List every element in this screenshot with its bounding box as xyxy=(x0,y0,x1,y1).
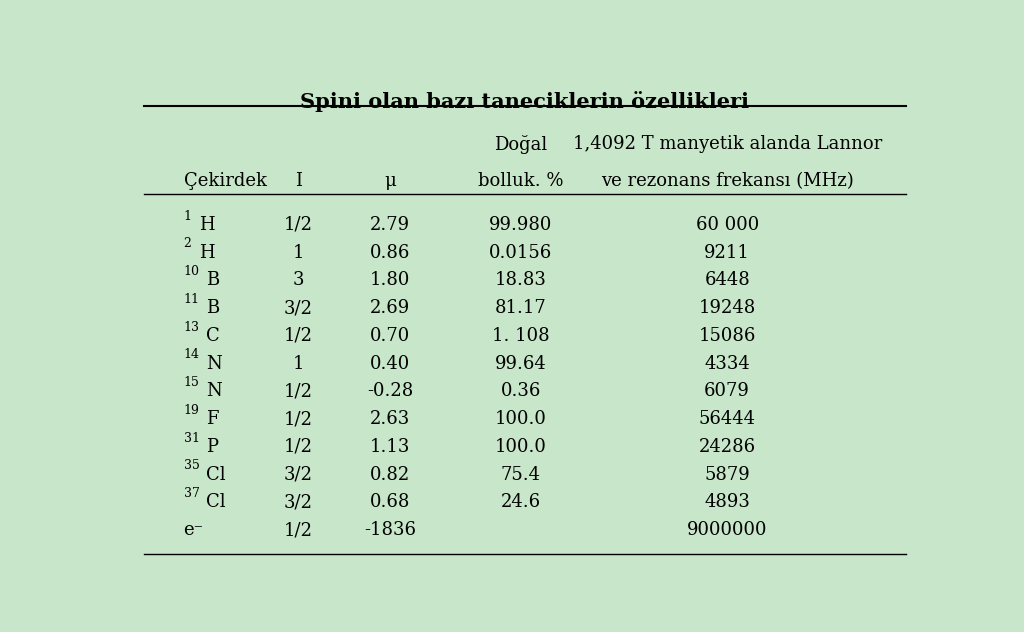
Text: H: H xyxy=(199,216,214,234)
Text: Çekirdek: Çekirdek xyxy=(183,172,266,190)
Text: 19248: 19248 xyxy=(698,299,756,317)
Text: 100.0: 100.0 xyxy=(495,410,547,428)
Text: H: H xyxy=(199,244,214,262)
Text: 10: 10 xyxy=(183,265,200,278)
Text: 0.68: 0.68 xyxy=(370,494,410,511)
Text: 99.980: 99.980 xyxy=(489,216,553,234)
Text: 15086: 15086 xyxy=(698,327,756,345)
Text: 1.13: 1.13 xyxy=(370,438,410,456)
Text: 24.6: 24.6 xyxy=(501,494,541,511)
Text: 1: 1 xyxy=(183,210,191,222)
Text: 9211: 9211 xyxy=(705,244,751,262)
Text: 1/2: 1/2 xyxy=(284,327,313,345)
Text: Cl: Cl xyxy=(206,466,225,483)
Text: 24286: 24286 xyxy=(698,438,756,456)
Text: 5879: 5879 xyxy=(705,466,750,483)
Text: 0.0156: 0.0156 xyxy=(489,244,553,262)
Text: ve rezonans frekansı (MHz): ve rezonans frekansı (MHz) xyxy=(601,172,854,190)
Text: N: N xyxy=(206,355,221,373)
Text: 1. 108: 1. 108 xyxy=(492,327,550,345)
Text: 1/2: 1/2 xyxy=(284,382,313,401)
Text: 1/2: 1/2 xyxy=(284,410,313,428)
Text: P: P xyxy=(206,438,218,456)
Text: 2.63: 2.63 xyxy=(370,410,410,428)
Text: 3: 3 xyxy=(293,272,304,289)
Text: 99.64: 99.64 xyxy=(495,355,547,373)
Text: Spini olan bazı taneciklerin özellikleri: Spini olan bazı taneciklerin özellikleri xyxy=(300,92,750,112)
Text: B: B xyxy=(206,272,219,289)
Text: 19: 19 xyxy=(183,404,200,417)
Text: 2.69: 2.69 xyxy=(370,299,410,317)
Text: 0.36: 0.36 xyxy=(501,382,541,401)
Text: μ: μ xyxy=(384,172,395,190)
Text: 0.86: 0.86 xyxy=(370,244,410,262)
Text: 0.70: 0.70 xyxy=(370,327,410,345)
Text: 0.82: 0.82 xyxy=(370,466,410,483)
Text: bolluk. %: bolluk. % xyxy=(478,172,563,190)
Text: 37: 37 xyxy=(183,487,200,500)
Text: 11: 11 xyxy=(183,293,200,306)
Text: 1/2: 1/2 xyxy=(284,521,313,539)
Text: 13: 13 xyxy=(183,320,200,334)
Text: 4893: 4893 xyxy=(705,494,751,511)
Text: 18.83: 18.83 xyxy=(495,272,547,289)
Text: Doğal: Doğal xyxy=(495,135,548,154)
Text: 14: 14 xyxy=(183,348,200,362)
Text: B: B xyxy=(206,299,219,317)
Text: 60 000: 60 000 xyxy=(695,216,759,234)
Text: I: I xyxy=(295,172,302,190)
Text: 35: 35 xyxy=(183,459,200,472)
Text: 2.79: 2.79 xyxy=(370,216,410,234)
Text: 1/2: 1/2 xyxy=(284,438,313,456)
Text: 81.17: 81.17 xyxy=(495,299,547,317)
Text: 1: 1 xyxy=(293,355,304,373)
Text: 6448: 6448 xyxy=(705,272,750,289)
Text: e⁻: e⁻ xyxy=(183,521,204,539)
Text: 1,4092 T manyetik alanda Lannor: 1,4092 T manyetik alanda Lannor xyxy=(572,135,882,153)
Text: F: F xyxy=(206,410,218,428)
Text: 6079: 6079 xyxy=(705,382,751,401)
Text: 3/2: 3/2 xyxy=(284,299,313,317)
Text: 56444: 56444 xyxy=(698,410,756,428)
Text: 15: 15 xyxy=(183,376,200,389)
Text: 9000000: 9000000 xyxy=(687,521,767,539)
Text: 3/2: 3/2 xyxy=(284,466,313,483)
Text: 75.4: 75.4 xyxy=(501,466,541,483)
Text: 2: 2 xyxy=(183,238,191,250)
Text: 1/2: 1/2 xyxy=(284,216,313,234)
Text: -1836: -1836 xyxy=(364,521,416,539)
Text: 3/2: 3/2 xyxy=(284,494,313,511)
Text: C: C xyxy=(206,327,219,345)
Text: N: N xyxy=(206,382,221,401)
Text: 4334: 4334 xyxy=(705,355,750,373)
Text: 1: 1 xyxy=(293,244,304,262)
Text: 100.0: 100.0 xyxy=(495,438,547,456)
Text: 31: 31 xyxy=(183,432,200,444)
Text: 1.80: 1.80 xyxy=(370,272,410,289)
Text: -0.28: -0.28 xyxy=(367,382,413,401)
Text: 0.40: 0.40 xyxy=(370,355,410,373)
Text: Cl: Cl xyxy=(206,494,225,511)
